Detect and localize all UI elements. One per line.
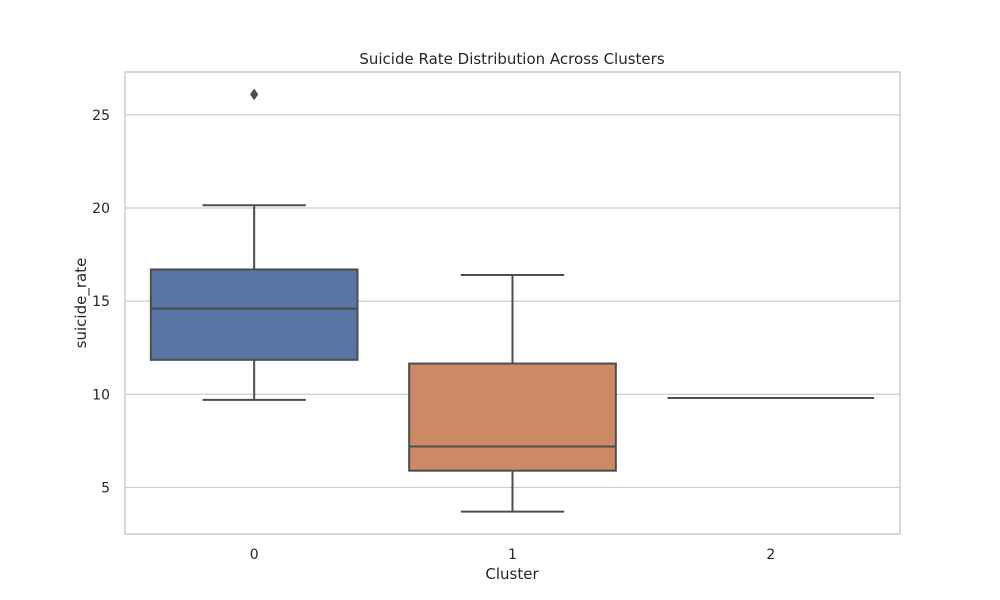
plot-frame	[124, 71, 901, 535]
iqr-box	[408, 362, 617, 472]
x-tick-label: 0	[250, 547, 259, 563]
x-axis-label: Cluster	[485, 565, 539, 583]
y-tick-label: 5	[101, 480, 110, 496]
y-tick-label: 10	[92, 387, 110, 403]
iqr-box	[149, 268, 359, 361]
x-tick-label: 1	[508, 547, 517, 563]
x-tick-label: 2	[766, 547, 775, 563]
box-cluster-1	[408, 274, 617, 513]
box-cluster-0	[149, 88, 359, 401]
outlier-point	[250, 88, 259, 101]
y-tick-label: 25	[92, 108, 110, 124]
y-tick-label: 15	[92, 294, 110, 310]
y-tick-label: 20	[92, 201, 110, 217]
y-tick-labels: 5 10 15 20 25	[92, 108, 110, 497]
box-series	[149, 88, 875, 513]
x-tick-labels: 0 1 2	[250, 547, 776, 563]
y-axis-label: suicide_rate	[72, 258, 91, 349]
chart-title: Suicide Rate Distribution Across Cluster…	[359, 50, 664, 68]
